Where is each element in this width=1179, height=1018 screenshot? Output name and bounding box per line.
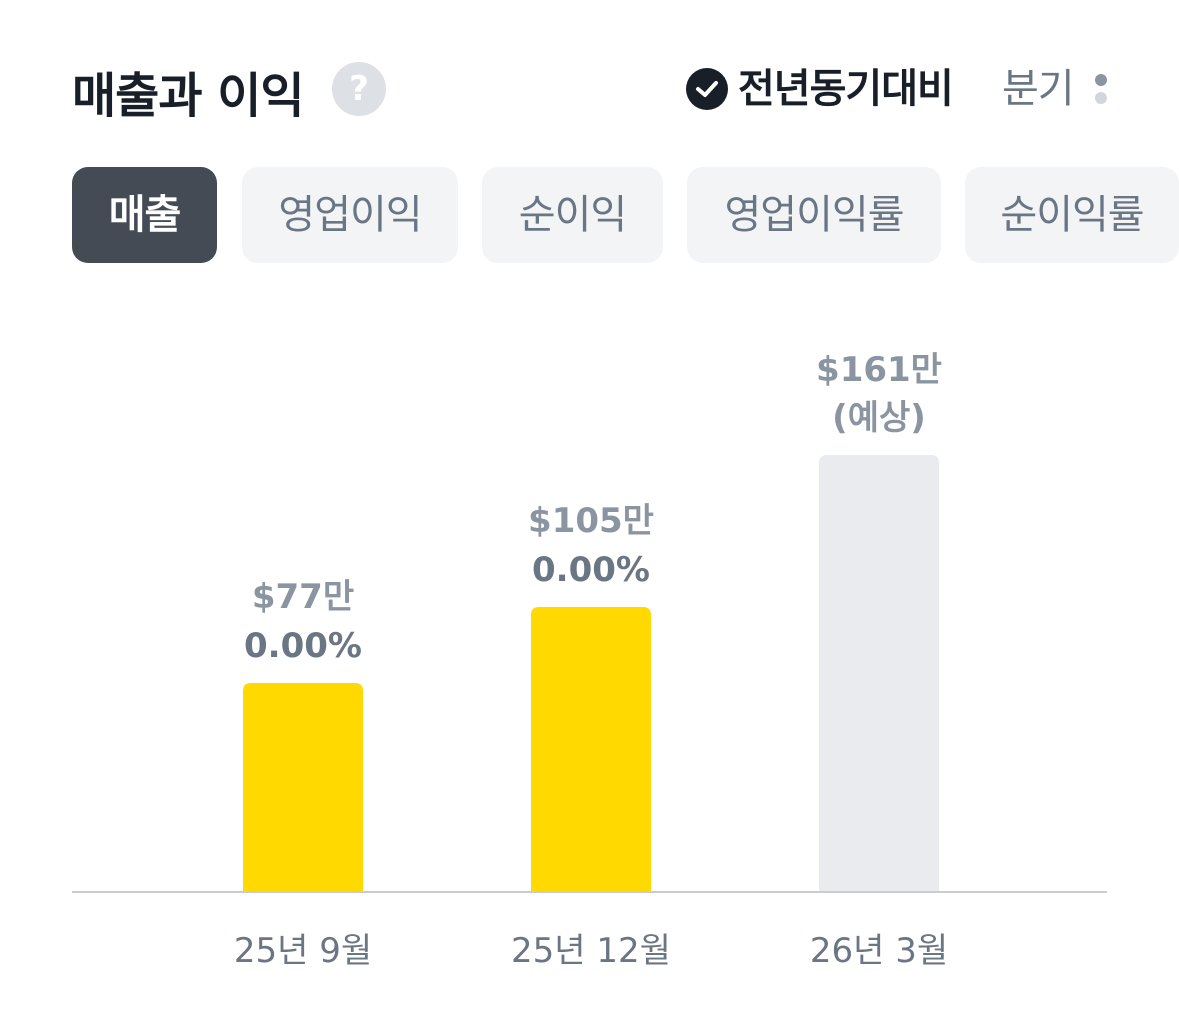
bar-1[interactable] xyxy=(243,683,363,892)
value-label-1: $77만 xyxy=(252,577,354,617)
tab-net-margin[interactable]: 순이익률 xyxy=(965,167,1179,263)
tab-operating-profit[interactable]: 영업이익 xyxy=(242,167,458,263)
question-circle-icon[interactable]: ? xyxy=(332,62,386,116)
bar-3[interactable] xyxy=(819,455,939,892)
vertical-dots-icon[interactable] xyxy=(1094,70,1108,110)
x-tick-label-1: 25년 9월 xyxy=(234,931,372,971)
value-label-2: $105만 xyxy=(528,501,654,541)
check-circle-icon[interactable] xyxy=(686,68,728,110)
percent-label-1: 0.00% xyxy=(244,626,362,666)
x-tick-label-3: 26년 3월 xyxy=(810,931,948,971)
section-header: 매출과 이익 ? 전년동기대비 분기 xyxy=(72,52,1112,124)
value-label-3: $161만 xyxy=(816,350,942,390)
period-select[interactable]: 분기 xyxy=(1002,66,1075,112)
tab-revenue[interactable]: 매출 xyxy=(72,167,217,263)
bar-2[interactable] xyxy=(531,607,651,892)
estimate-label-3: (예상) xyxy=(832,398,926,438)
tab-net-profit[interactable]: 순이익 xyxy=(482,167,663,263)
tab-operating-margin[interactable]: 영업이익률 xyxy=(687,167,941,263)
section-title: 매출과 이익 xyxy=(72,68,305,124)
percent-label-2: 0.00% xyxy=(532,550,650,590)
metric-tabs: 매출 영업이익 순이익 영업이익률 순이익률 xyxy=(72,167,1179,263)
x-tick-label-2: 25년 12월 xyxy=(511,931,671,971)
yoy-label: 전년동기대비 xyxy=(738,66,954,112)
